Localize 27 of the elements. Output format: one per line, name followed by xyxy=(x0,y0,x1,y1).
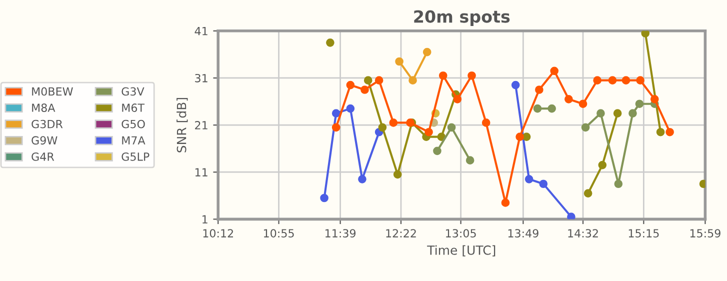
legend-label: G4R xyxy=(32,152,54,161)
y-tick-label: 1 xyxy=(202,215,208,224)
legend-label: M7A xyxy=(122,136,146,144)
y-tick-label: 41 xyxy=(194,27,208,36)
y-axis-title: SNR [dB] xyxy=(176,98,188,152)
legend-label: G5O xyxy=(122,120,145,128)
y-tick-label: 31 xyxy=(195,74,208,82)
x-tick-label: 11:39 xyxy=(326,229,356,238)
legend-label: G3DR xyxy=(32,120,63,128)
x-tick-label: 13:05 xyxy=(446,229,476,238)
x-tick-label: 10:55 xyxy=(264,229,294,238)
x-axis-title: Time [UTC] xyxy=(427,245,496,256)
chart-title: 20m spots xyxy=(414,10,510,26)
legend-label: M8A xyxy=(32,104,56,112)
x-tick-label: 14:32 xyxy=(568,229,598,238)
x-tick-label: 12:22 xyxy=(386,229,416,238)
x-tick-label: 15:59 xyxy=(690,229,720,238)
x-tick-label: 15:15 xyxy=(628,229,659,238)
legend-label: G9W xyxy=(32,136,58,145)
y-tick-label: 11 xyxy=(195,168,208,176)
y-tick-label: 21 xyxy=(195,121,208,130)
legend-label: G3V xyxy=(122,87,144,96)
legend-label: M6T xyxy=(122,104,145,112)
x-tick-label: 13:49 xyxy=(508,229,538,238)
x-tick-label: 10:12 xyxy=(203,229,233,238)
legend-label: M0BEW xyxy=(32,87,73,96)
legend-label: G5LP xyxy=(122,152,150,161)
